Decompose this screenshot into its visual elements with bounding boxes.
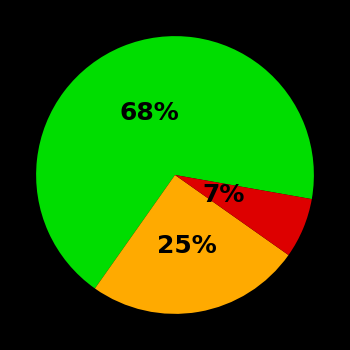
Wedge shape xyxy=(175,175,312,255)
Wedge shape xyxy=(95,175,288,314)
Text: 25%: 25% xyxy=(158,234,217,258)
Text: 68%: 68% xyxy=(120,102,180,125)
Wedge shape xyxy=(36,36,314,288)
Text: 7%: 7% xyxy=(203,183,245,207)
